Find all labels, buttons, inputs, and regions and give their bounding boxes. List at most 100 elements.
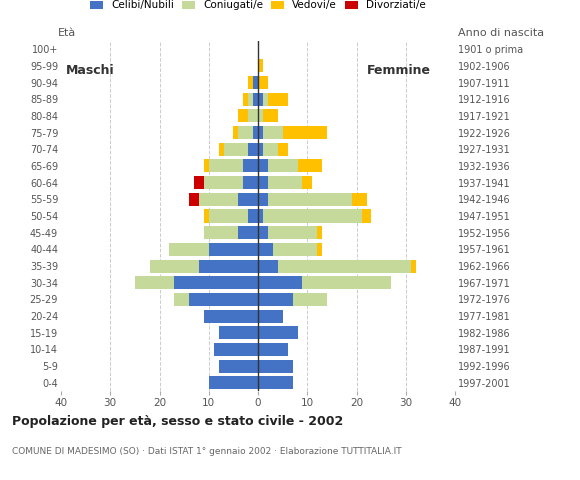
Bar <box>209 376 258 389</box>
Text: COMUNE DI MADESIMO (SO) · Dati ISTAT 1° gennaio 2002 · Elaborazione TUTTITALIA.I: COMUNE DI MADESIMO (SO) · Dati ISTAT 1° … <box>12 446 401 456</box>
Bar <box>219 143 258 156</box>
Bar <box>233 126 258 139</box>
Bar <box>175 276 258 289</box>
Bar <box>204 226 258 239</box>
Bar <box>258 93 288 106</box>
Bar <box>258 326 298 339</box>
Bar <box>258 193 351 206</box>
Bar <box>175 293 258 306</box>
Bar <box>258 243 317 256</box>
Bar <box>258 60 263 72</box>
Bar <box>248 76 258 89</box>
Bar <box>209 209 258 223</box>
Bar <box>258 209 371 223</box>
Bar <box>258 226 317 239</box>
Bar <box>219 326 258 339</box>
Bar <box>258 193 268 206</box>
Bar <box>150 260 258 273</box>
Bar <box>224 143 258 156</box>
Bar <box>204 159 258 172</box>
Bar <box>204 310 258 323</box>
Bar <box>258 376 293 389</box>
Bar <box>258 226 268 239</box>
Bar <box>248 76 258 89</box>
Bar <box>219 326 258 339</box>
Bar <box>209 159 258 172</box>
Bar <box>244 93 258 106</box>
Bar <box>204 310 258 323</box>
Bar <box>258 209 362 223</box>
Bar <box>204 310 258 323</box>
Bar <box>258 276 392 289</box>
Bar <box>258 276 303 289</box>
Bar <box>258 326 298 339</box>
Bar <box>209 376 258 389</box>
Bar <box>258 126 263 139</box>
Bar <box>258 109 263 122</box>
Bar <box>258 243 273 256</box>
Bar <box>244 93 258 106</box>
Bar <box>248 109 258 122</box>
Bar <box>199 193 258 206</box>
Bar <box>175 293 258 306</box>
Bar <box>244 176 258 189</box>
Bar <box>253 76 258 89</box>
Bar <box>169 243 258 256</box>
Bar <box>248 143 258 156</box>
Bar <box>219 360 258 372</box>
Bar <box>150 260 258 273</box>
Bar <box>238 109 258 122</box>
Bar <box>258 293 327 306</box>
Bar <box>258 159 322 172</box>
Bar <box>258 143 263 156</box>
Bar <box>238 126 258 139</box>
Bar <box>258 343 288 356</box>
Bar <box>258 260 278 273</box>
Legend: Celibi/Nubili, Coniugati/e, Vedovi/e, Divorziati/e: Celibi/Nubili, Coniugati/e, Vedovi/e, Di… <box>90 0 426 11</box>
Bar <box>204 226 258 239</box>
Bar <box>238 193 258 206</box>
Bar <box>244 159 258 172</box>
Bar <box>258 159 298 172</box>
Bar <box>248 93 258 106</box>
Bar <box>258 376 293 389</box>
Bar <box>248 209 258 223</box>
Text: Femmine: Femmine <box>367 64 430 77</box>
Bar <box>258 293 327 306</box>
Bar <box>258 260 416 273</box>
Bar <box>258 176 268 189</box>
Bar <box>258 76 268 89</box>
Bar <box>258 343 288 356</box>
Bar <box>258 93 263 106</box>
Bar <box>194 176 258 189</box>
Bar <box>209 243 258 256</box>
Bar <box>258 143 278 156</box>
Bar <box>258 176 313 189</box>
Bar <box>219 360 258 372</box>
Bar <box>199 193 258 206</box>
Bar <box>258 109 278 122</box>
Bar <box>258 310 283 323</box>
Bar <box>204 159 258 172</box>
Bar <box>258 360 293 372</box>
Bar <box>238 109 258 122</box>
Bar <box>204 226 258 239</box>
Bar <box>214 343 258 356</box>
Bar <box>199 260 258 273</box>
Text: Popolazione per età, sesso e stato civile - 2002: Popolazione per età, sesso e stato civil… <box>12 415 343 428</box>
Bar <box>214 343 258 356</box>
Bar <box>258 360 293 372</box>
Bar <box>135 276 258 289</box>
Bar <box>209 376 258 389</box>
Bar <box>150 260 258 273</box>
Bar <box>253 76 258 89</box>
Bar <box>233 126 258 139</box>
Bar <box>258 126 327 139</box>
Bar <box>204 209 258 223</box>
Bar <box>258 326 298 339</box>
Bar <box>169 243 258 256</box>
Bar <box>258 260 411 273</box>
Bar <box>258 93 268 106</box>
Bar <box>258 243 322 256</box>
Bar <box>204 209 258 223</box>
